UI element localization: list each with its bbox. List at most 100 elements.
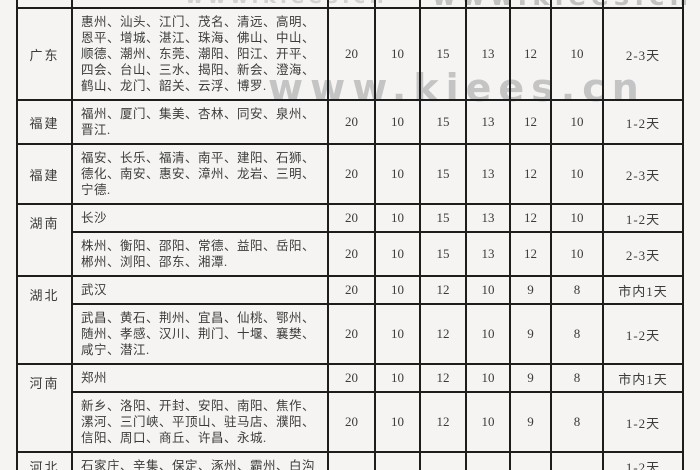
table-row: 新乡、洛阳、开封、安阳、南阳、焦作、漯河、三门峡、平顶山、驻马店、濮阳、信阳、周… (17, 391, 684, 453)
cities-cell: 石家庄、辛集、保定、涿州、霸州、白沟 (71, 451, 329, 470)
table-row: 武昌、黄石、荆州、宜昌、仙桃、鄂州、随州、孝感、汉川、荆门、十堰、襄樊、咸宁、潜… (17, 303, 684, 365)
table-row: 福建 福安、长乐、福清、南平、建阳、石狮、德化、南安、惠安、漳州、龙岩、三明、宁德… (16, 143, 684, 205)
clipped-cell (71, 0, 329, 9)
rate-cell-1: 10 (374, 231, 421, 277)
delivery-time-cell: 1-2天 (602, 303, 684, 365)
rate-cell-0: 20 (327, 203, 376, 233)
rate-cell-0: 20 (327, 99, 376, 145)
rate-cell-4: 9 (509, 303, 552, 365)
rate-cell-0: 20 (327, 363, 376, 393)
cities-cell: 长沙 (71, 203, 329, 233)
table-row: 湖南 长沙 20 10 15 13 12 10 1-2天 (16, 203, 684, 277)
rate-cell-0: 20 (327, 7, 376, 101)
delivery-time-cell: 1-2天 (602, 203, 684, 233)
rate-cell-2: 15 (419, 99, 467, 145)
province-cell: 湖北 (16, 275, 73, 365)
rate-cell-4: 12 (509, 7, 552, 101)
rate-cell-2: 12 (419, 391, 467, 453)
rate-cell-3: 10 (465, 275, 511, 305)
province-cell: 河北 (16, 451, 73, 470)
rate-cell-3: 13 (465, 231, 511, 277)
rate-cell-1: 10 (374, 363, 421, 393)
rate-cell-3: 10 (465, 303, 511, 365)
province-cell: 河南 (16, 363, 73, 453)
shipping-rate-table: 广东 惠州、汕头、江门、茂名、清远、高明、恩平、增城、湛江、珠海、佛山、中山、顺德… (16, 0, 684, 470)
rate-cell-3: 13 (465, 143, 511, 205)
rate-cell-1 (374, 451, 421, 470)
table-row: 河北 石家庄、辛集、保定、涿州、霸州、白沟 1-2天 (16, 451, 684, 470)
rate-cell-0 (327, 451, 376, 470)
clipped-row-top (16, 0, 684, 9)
rate-cell-5: 8 (550, 303, 604, 365)
cities-cell: 武汉 (71, 275, 329, 305)
rate-cell-4: 9 (509, 275, 552, 305)
cities-cell: 惠州、汕头、江门、茂名、清远、高明、恩平、增城、湛江、珠海、佛山、中山、顺德、潮… (71, 7, 329, 101)
clipped-cell (419, 0, 467, 9)
delivery-time-cell: 2-3天 (602, 231, 684, 277)
rate-cell-1: 10 (374, 275, 421, 305)
province-cell: 福建 (16, 143, 73, 205)
clipped-cell (16, 0, 73, 9)
delivery-time-cell: 1-2天 (602, 391, 684, 453)
rate-cell-0: 20 (327, 275, 376, 305)
rate-cell-1: 10 (374, 203, 421, 233)
clipped-cell (550, 0, 604, 9)
rate-cell-1: 10 (374, 391, 421, 453)
delivery-time-cell: 2-3天 (602, 7, 684, 101)
rate-cell-1: 10 (374, 303, 421, 365)
table-row: 广东 惠州、汕头、江门、茂名、清远、高明、恩平、增城、湛江、珠海、佛山、中山、顺德… (16, 7, 684, 101)
table-row: 株州、衡阳、邵阳、常德、益阳、岳阳、郴州、浏阳、邵东、湘潭. 20 10 15 13 12… (17, 231, 684, 277)
table-row: 湖北 武汉 20 10 12 10 9 8 市内1天 (16, 275, 684, 365)
cities-cell: 武昌、黄石、荆州、宜昌、仙桃、鄂州、随州、孝感、汉川、荆门、十堰、襄樊、咸宁、潜… (71, 303, 329, 365)
rate-cell-2 (419, 451, 467, 470)
rate-cell-2: 15 (419, 231, 467, 277)
province-cell: 广东 (16, 7, 73, 101)
rate-cell-5: 8 (550, 363, 604, 393)
clipped-cell (374, 0, 421, 9)
cities-cell: 新乡、洛阳、开封、安阳、南阳、焦作、漯河、三门峡、平顶山、驻马店、濮阳、信阳、周… (71, 391, 329, 453)
rate-cell-5: 10 (550, 231, 604, 277)
rate-cell-3: 13 (465, 99, 511, 145)
rate-cell-4: 12 (509, 231, 552, 277)
rate-cell-5: 10 (550, 7, 604, 101)
table-body: 广东 惠州、汕头、江门、茂名、清远、高明、恩平、增城、湛江、珠海、佛山、中山、顺德… (16, 0, 684, 470)
rate-cell-2: 12 (419, 275, 467, 305)
rate-cell-5: 8 (550, 391, 604, 453)
cities-cell: 福安、长乐、福清、南平、建阳、石狮、德化、南安、惠安、漳州、龙岩、三明、宁德. (71, 143, 329, 205)
province-cell: 湖南 (16, 203, 73, 277)
clipped-cell (465, 0, 511, 9)
rate-cell-4: 9 (509, 391, 552, 453)
delivery-time-cell: 市内1天 (602, 275, 684, 305)
delivery-time-cell: 1-2天 (602, 451, 684, 470)
rate-cell-5: 10 (550, 203, 604, 233)
rate-cell-0: 20 (327, 231, 376, 277)
rate-cell-0: 20 (327, 303, 376, 365)
rate-cell-3: 13 (465, 203, 511, 233)
rate-cell-2: 15 (419, 203, 467, 233)
clipped-cell (327, 0, 376, 9)
rate-cell-1: 10 (374, 99, 421, 145)
cities-cell: 福州、厦门、集美、杏林、同安、泉州、晋江. (71, 99, 329, 145)
rate-cell-4: 12 (509, 99, 552, 145)
delivery-time-cell: 市内1天 (602, 363, 684, 393)
cities-cell: 郑州 (71, 363, 329, 393)
rate-cell-2: 15 (419, 7, 467, 101)
rate-cell-5: 10 (550, 99, 604, 145)
rate-cell-4: 12 (509, 203, 552, 233)
rate-cell-0: 20 (327, 391, 376, 453)
rate-cell-4: 9 (509, 363, 552, 393)
cities-cell: 株州、衡阳、邵阳、常德、益阳、岳阳、郴州、浏阳、邵东、湘潭. (71, 231, 329, 277)
clipped-cell (602, 0, 684, 9)
rate-cell-3 (465, 451, 511, 470)
rate-cell-3: 10 (465, 363, 511, 393)
rate-cell-2: 12 (419, 363, 467, 393)
rate-cell-1: 10 (374, 7, 421, 101)
delivery-time-cell: 1-2天 (602, 99, 684, 145)
rate-cell-2: 12 (419, 303, 467, 365)
rate-cell-5: 8 (550, 275, 604, 305)
delivery-time-cell: 2-3天 (602, 143, 684, 205)
rate-cell-4 (509, 451, 552, 470)
clipped-cell (509, 0, 552, 9)
rate-cell-3: 10 (465, 391, 511, 453)
